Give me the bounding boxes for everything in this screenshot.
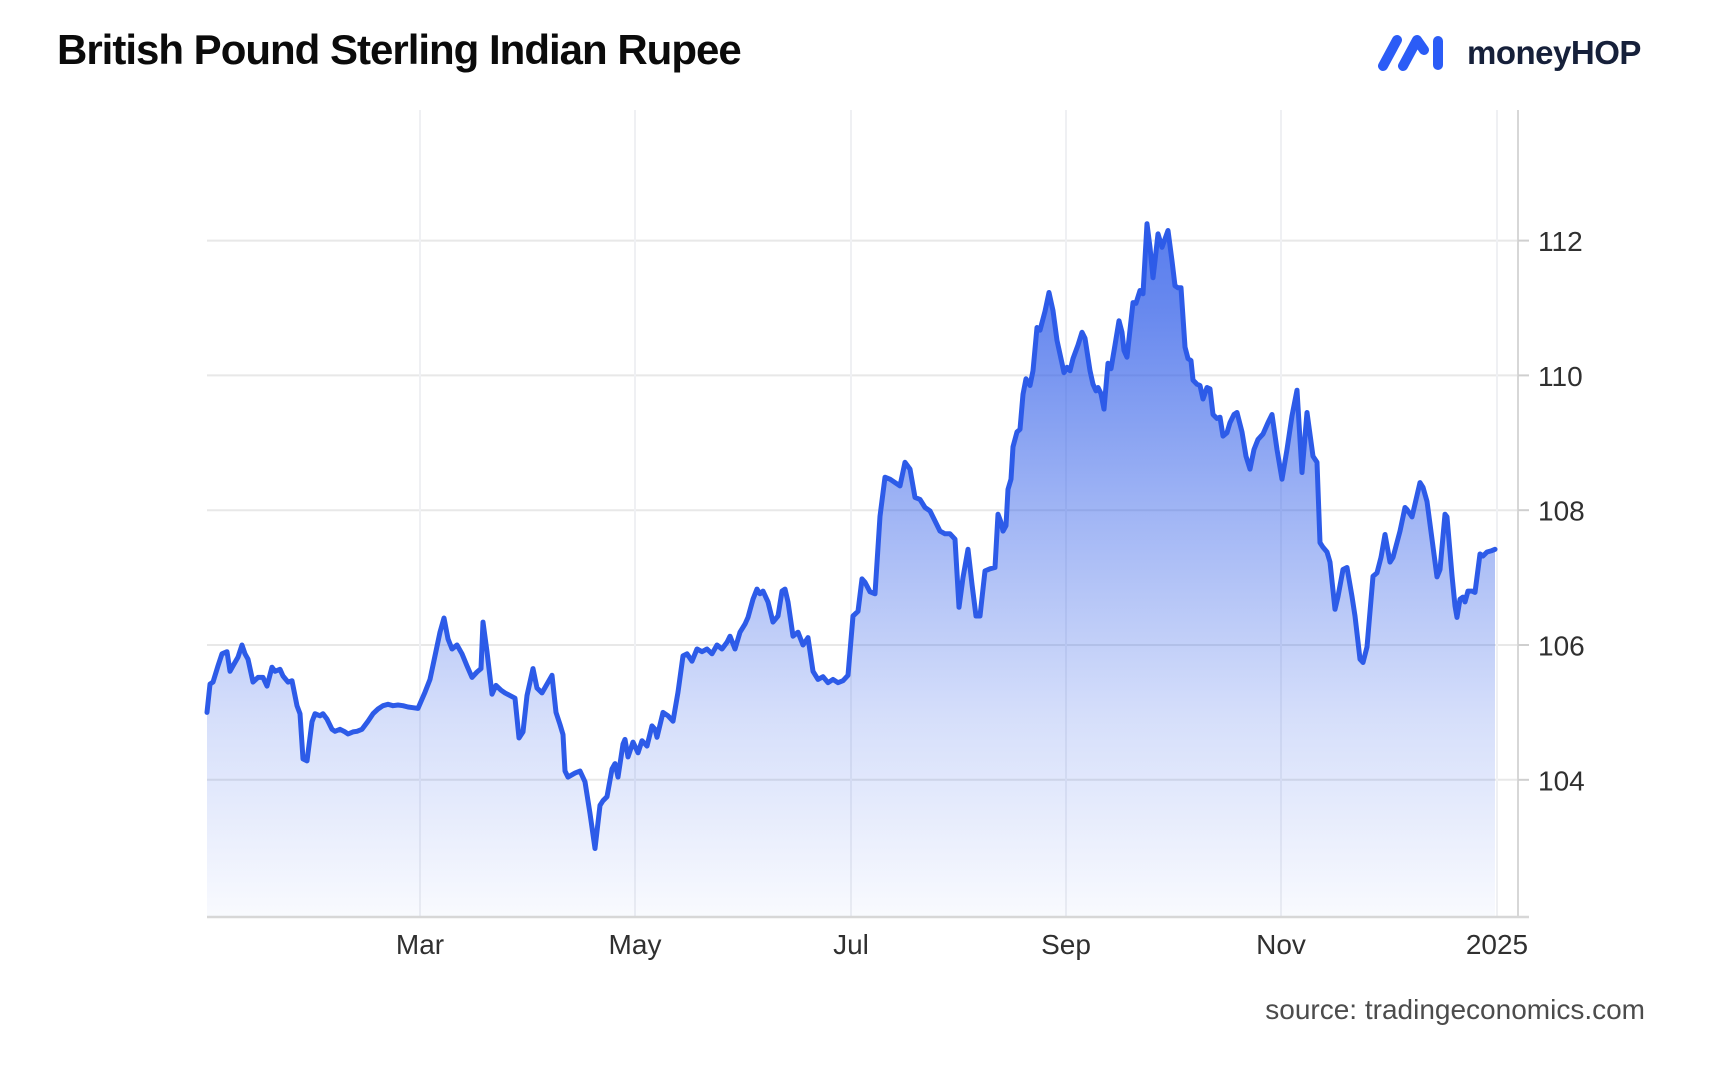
price-line <box>204 221 1498 851</box>
x-tick-label: 2025 <box>1466 929 1528 960</box>
x-tick-label: Mar <box>396 929 444 960</box>
x-tick-label: Sep <box>1041 929 1091 960</box>
source-attribution: source: tradingeconomics.com <box>1265 994 1645 1025</box>
y-tick-label: 104 <box>1538 765 1585 796</box>
y-tick-label: 106 <box>1538 631 1585 662</box>
y-tick-labels: 112 110 108 106 104 <box>1538 226 1585 796</box>
x-tick-labels: Mar May Jul Sep Nov 2025 <box>396 929 1528 960</box>
x-tick-label: May <box>609 929 662 960</box>
y-tick-label: 108 <box>1538 496 1585 527</box>
brand-name: moneyHOP <box>1467 34 1641 71</box>
y-axis-ticks <box>1518 239 1529 781</box>
x-tick-label: Jul <box>833 929 869 960</box>
moneyhop-logo-icon <box>1378 35 1443 71</box>
x-tick-label: Nov <box>1256 929 1306 960</box>
brand-logo: moneyHOP <box>1376 32 1641 74</box>
area-fill <box>207 223 1495 918</box>
page-title: British Pound Sterling Indian Rupee <box>57 26 742 73</box>
y-tick-label: 112 <box>1538 226 1583 257</box>
y-tick-label: 110 <box>1538 361 1583 392</box>
